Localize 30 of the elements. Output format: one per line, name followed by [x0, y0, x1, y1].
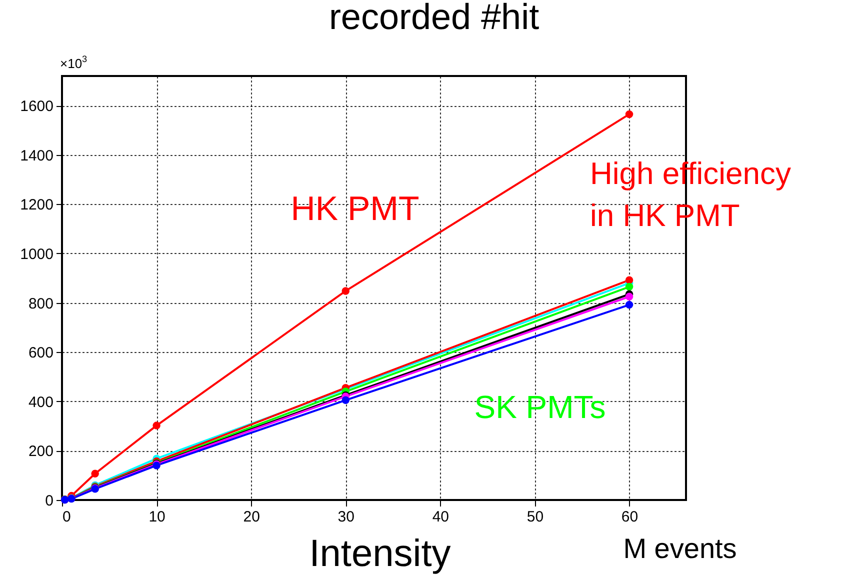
x-tick-label: 30	[338, 508, 354, 526]
y-tick-label: 1200	[20, 196, 54, 214]
y-tick-label: 0	[45, 492, 54, 510]
annotation: SK PMTs	[474, 389, 606, 425]
point	[342, 396, 350, 404]
x-tick-label: 10	[148, 508, 166, 526]
annotation: HK PMT	[290, 190, 420, 228]
y-tick-label: 1600	[20, 98, 54, 116]
point	[625, 282, 634, 291]
x-tick-label: 20	[243, 508, 260, 526]
point	[625, 276, 634, 284]
y-tick-label: 400	[28, 394, 54, 411]
y-tick-label: 600	[28, 344, 54, 362]
x-tick-label: 40	[432, 508, 450, 526]
x-axis-title: Intensity	[309, 533, 451, 575]
y-tick-label: 800	[28, 295, 54, 312]
chart-title: recorded #hit	[328, 0, 540, 37]
x-tick-label: 50	[526, 508, 544, 526]
y-tick-label: 1400	[20, 147, 54, 164]
point	[625, 300, 634, 309]
point	[152, 422, 160, 430]
point	[625, 110, 634, 118]
point	[625, 292, 634, 300]
text: M events	[623, 533, 737, 564]
point	[342, 287, 350, 295]
y-tick-label: 200	[28, 443, 54, 460]
y-tick-label: 1000	[20, 246, 54, 263]
point	[91, 470, 99, 478]
x-tick-label: 0	[62, 508, 71, 526]
x-tick-label: 60	[621, 508, 638, 526]
